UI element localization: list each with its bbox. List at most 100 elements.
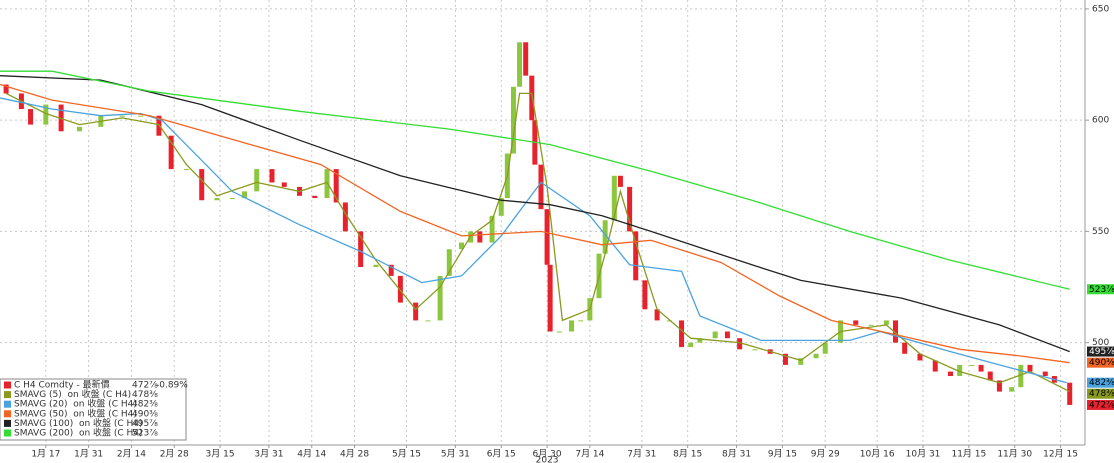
x-tick-label: 9月 29	[811, 449, 840, 460]
candle	[782, 353, 788, 365]
candle	[43, 104, 49, 125]
candle	[868, 324, 874, 326]
value-tag	[1087, 388, 1114, 399]
candle	[813, 353, 819, 359]
legend-change: -0.89%	[156, 381, 188, 391]
y-tick-label: 500	[1092, 338, 1109, 348]
candle	[633, 231, 639, 281]
candle	[1067, 382, 1073, 405]
x-tick-label: 12月 15	[1043, 449, 1078, 460]
candle	[517, 42, 523, 87]
candle	[373, 264, 379, 267]
legend-value: 482⅜	[132, 400, 158, 410]
value-tag-label: 482⅜	[1089, 378, 1114, 388]
candle	[556, 331, 562, 333]
candle	[1042, 371, 1048, 377]
candle	[883, 320, 889, 325]
candle	[822, 342, 828, 354]
candle	[544, 209, 550, 265]
y-tick-label: 550	[1092, 227, 1109, 237]
ma-line	[0, 75, 1070, 353]
x-tick-label: 1月 17	[31, 449, 60, 460]
ma-line	[5, 92, 1070, 393]
candle	[523, 42, 529, 76]
candle	[996, 380, 1002, 392]
candle	[666, 320, 672, 322]
ma-line	[0, 83, 1070, 364]
candle	[697, 338, 703, 343]
candle	[413, 302, 419, 321]
legend-value: 478⅜	[132, 390, 158, 400]
candle	[902, 342, 908, 354]
candle	[529, 75, 535, 121]
x-tick-label: 4月 14	[297, 449, 326, 460]
x-tick-label: 11月 30	[997, 449, 1032, 460]
year-label: 2023	[536, 456, 559, 463]
candle	[425, 320, 431, 322]
legend-value: 523⅞	[132, 429, 158, 439]
candle	[76, 126, 82, 132]
candle	[917, 353, 923, 361]
candle	[183, 169, 189, 171]
candle	[932, 360, 938, 372]
candle	[654, 309, 660, 321]
legend-swatch	[4, 419, 11, 427]
legend-label: SMAVG (200) on 收盤 (C H4)	[14, 427, 143, 439]
candle	[199, 169, 205, 201]
candle	[342, 202, 348, 232]
value-tag-label: 495⅞	[1089, 347, 1114, 357]
value-tag	[1087, 346, 1114, 357]
candle	[388, 264, 394, 276]
x-tick-label: 7月 31	[627, 449, 656, 460]
value-tag	[1087, 357, 1114, 368]
candle	[611, 175, 617, 221]
x-tick-label: 7月 14	[575, 449, 604, 460]
x-tick-label: 3月 31	[254, 449, 283, 460]
legend-label: SMAVG (20) on 收盤 (C H4)	[14, 398, 137, 410]
candle	[724, 331, 730, 339]
candle	[1027, 364, 1033, 372]
candle	[798, 358, 804, 365]
candle	[538, 164, 544, 210]
candle	[893, 320, 899, 343]
x-tick-label: 2月 28	[160, 449, 189, 460]
value-tag	[1087, 377, 1114, 388]
legend-swatch	[4, 391, 11, 399]
candle	[578, 320, 584, 322]
x-tick-label: 5月 15	[392, 449, 421, 460]
candle	[28, 109, 34, 125]
legend-box	[0, 378, 187, 441]
x-tick-label: 3月 15	[206, 449, 235, 460]
candle	[281, 182, 287, 187]
candle	[978, 364, 984, 372]
candle	[752, 349, 758, 351]
y-tick-label: 600	[1092, 116, 1109, 126]
candle	[853, 320, 859, 325]
candle	[1009, 387, 1015, 392]
x-tick-label: 6月 15	[487, 449, 516, 460]
legend-swatch	[4, 381, 11, 389]
value-tag	[1087, 284, 1114, 295]
candle	[547, 264, 553, 332]
candle	[138, 115, 144, 117]
candle	[397, 275, 403, 303]
value-tag-label: 472⅞	[1089, 400, 1114, 410]
legend-value: 490⅜	[132, 409, 158, 419]
candle	[957, 364, 963, 377]
x-tick-label: 1月 31	[74, 449, 103, 460]
legend-swatch	[4, 429, 11, 437]
candle	[312, 195, 318, 199]
candle	[459, 242, 465, 250]
legend-swatch	[4, 400, 11, 408]
legend-value: 472⅞	[132, 381, 158, 391]
legend: C H4 Comdty - 最新價 472⅞-0.89% SMAVG (5) on …	[0, 378, 188, 441]
legend-label: SMAVG (100) on 收盤 (C H4)	[14, 417, 143, 429]
candle	[1018, 364, 1024, 388]
candle	[489, 215, 495, 243]
legend-label: C H4 Comdty - 最新價	[14, 379, 110, 391]
candle	[510, 86, 516, 154]
legend-value: 495⅞	[132, 419, 158, 429]
candle	[688, 342, 694, 348]
candle	[168, 135, 174, 170]
